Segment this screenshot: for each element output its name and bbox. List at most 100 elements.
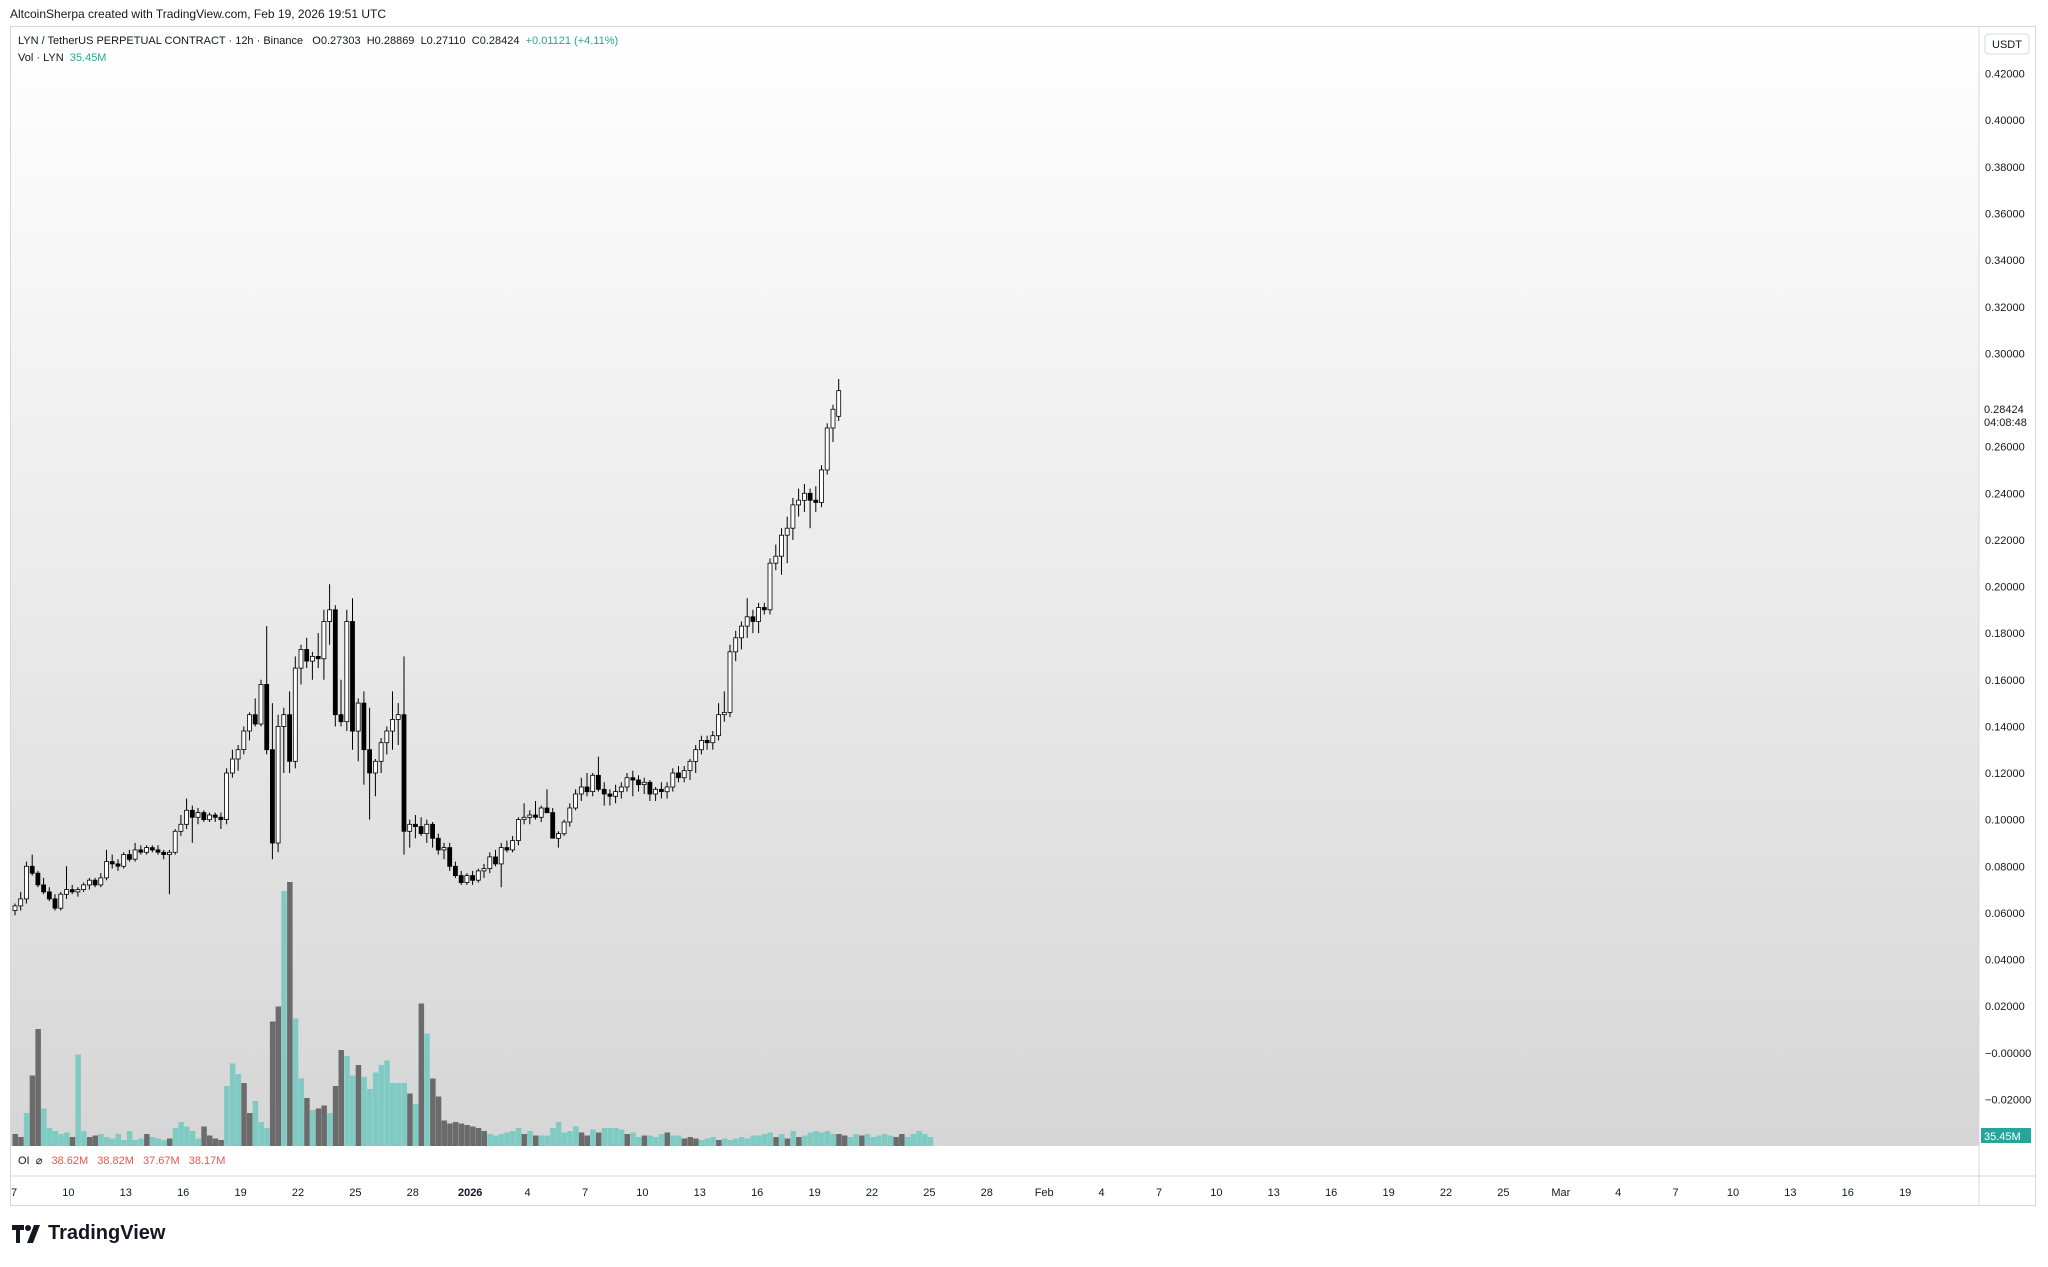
candle — [224, 768, 230, 825]
candle — [767, 558, 773, 615]
volume-bar — [681, 1138, 688, 1146]
symbol-name[interactable]: LYN / TetherUS PERPETUAL CONTRACT · 12h … — [18, 35, 304, 47]
candle — [87, 877, 92, 890]
volume-bar — [498, 1134, 505, 1146]
currency-button[interactable]: USDT — [1984, 33, 2030, 55]
volume-bar — [493, 1135, 499, 1146]
candle — [281, 707, 287, 773]
candle — [744, 598, 750, 638]
volume-bar — [355, 1065, 362, 1146]
candle-body — [172, 830, 178, 853]
candle-body — [212, 814, 218, 818]
candle-body — [23, 865, 29, 900]
last-price-label: 0.28424 04:08:48 — [1981, 401, 2031, 429]
volume-bar — [647, 1135, 653, 1146]
volume-bar — [555, 1122, 562, 1146]
candle-body — [790, 504, 796, 529]
candle-body — [813, 499, 819, 503]
volume-bar — [658, 1134, 665, 1146]
oi-legend[interactable]: OI ⌀ 38.62M 38.82M 37.67M 38.17M — [18, 1154, 225, 1167]
candle — [510, 835, 516, 853]
volume-bar — [704, 1138, 711, 1146]
candle-body — [779, 534, 784, 557]
price-tick-label: 0.30000 — [1985, 348, 2025, 360]
candle — [321, 609, 327, 680]
candle — [201, 810, 207, 822]
candle — [287, 691, 293, 773]
volume-bar — [275, 1006, 282, 1146]
time-tick-label: 28 — [407, 1187, 419, 1199]
volume-bar — [166, 1138, 173, 1146]
candle — [493, 849, 498, 867]
candle — [676, 766, 681, 783]
volume-bar — [75, 1054, 81, 1146]
candle — [567, 803, 573, 827]
candle-body — [218, 816, 224, 820]
candle-body — [647, 781, 653, 795]
volume-legend[interactable]: Vol · LYN 35.45M — [18, 52, 106, 64]
volume-bar — [510, 1131, 516, 1146]
candle — [378, 738, 384, 773]
volume-bar — [218, 1140, 224, 1146]
price-tick-label: 0.08000 — [1985, 861, 2025, 873]
candle — [636, 775, 641, 792]
volume-bar — [887, 1135, 894, 1146]
volume-bar — [864, 1134, 871, 1146]
candle — [561, 819, 567, 836]
candle — [435, 833, 441, 855]
candle-body — [327, 609, 333, 622]
volume-bar — [46, 1128, 53, 1146]
candle-body — [693, 749, 699, 762]
volume-bar — [441, 1120, 447, 1146]
candle-body — [309, 656, 315, 662]
candle — [315, 633, 321, 669]
candle — [372, 759, 378, 797]
candle — [184, 798, 190, 829]
symbol-legend[interactable]: LYN / TetherUS PERPETUAL CONTRACT · 12h … — [18, 35, 618, 47]
candle-body — [636, 779, 641, 786]
volume-bar — [904, 1137, 911, 1146]
volume-bar — [533, 1135, 539, 1146]
volume-bar — [247, 1113, 253, 1146]
volume-bar — [573, 1126, 579, 1146]
volume-bar — [504, 1132, 510, 1146]
candle — [784, 516, 790, 564]
oi-label: OI — [18, 1155, 30, 1167]
candle — [195, 808, 201, 825]
candle-body — [149, 847, 155, 851]
price-tick-label: 0.36000 — [1985, 209, 2025, 221]
volume-bar — [550, 1128, 556, 1146]
candle-body — [659, 788, 664, 792]
candle-body — [498, 847, 504, 865]
candle-body — [401, 714, 407, 832]
candle-body — [292, 667, 298, 762]
candle — [292, 656, 298, 769]
candle — [464, 873, 470, 885]
candle-body — [721, 712, 727, 716]
time-tick-label: 7 — [1156, 1187, 1162, 1199]
candle — [109, 854, 115, 869]
volume-bar — [207, 1135, 213, 1146]
volume-bar — [252, 1101, 259, 1146]
candle — [69, 884, 75, 895]
volume-bar — [338, 1050, 344, 1146]
price-tick-label: 0.22000 — [1985, 535, 2025, 547]
price-tick-label: 0.02000 — [1985, 1001, 2025, 1013]
candle — [813, 486, 819, 512]
candle — [212, 812, 218, 822]
volume-bar — [773, 1137, 779, 1146]
candle — [75, 887, 81, 897]
time-tick-label: 10 — [1210, 1187, 1222, 1199]
volume-bar — [229, 1063, 236, 1146]
candle-body — [452, 865, 458, 876]
tradingview-logo[interactable]: TradingView — [12, 1222, 165, 1245]
volume-bar — [727, 1140, 733, 1146]
volume-bar — [487, 1134, 493, 1146]
price-tick-label: 0.42000 — [1985, 69, 2025, 81]
volume-bar — [538, 1135, 545, 1146]
candle-body — [115, 863, 121, 867]
candle-body — [756, 607, 761, 622]
candle-body — [435, 837, 441, 851]
candle-body — [458, 875, 464, 883]
